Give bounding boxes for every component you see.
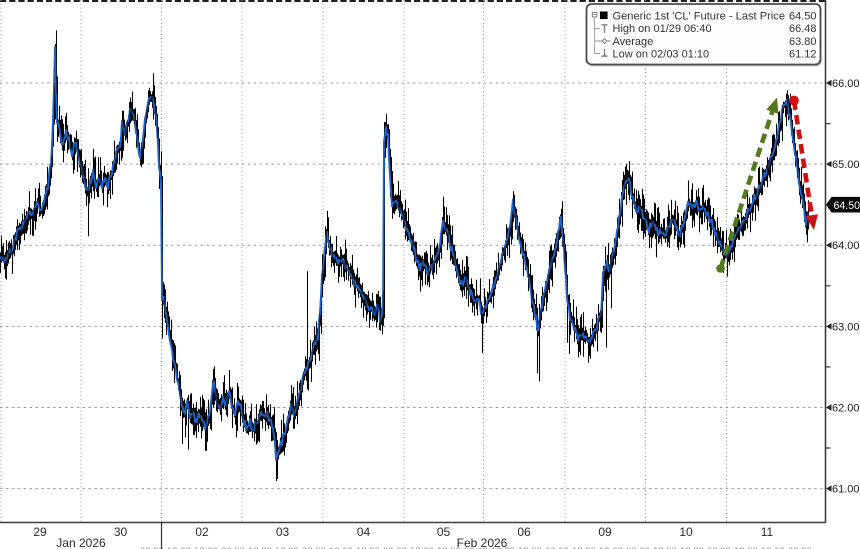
svg-text:18:00: 18:00	[680, 546, 704, 549]
svg-text:High on 01/29 06:40: High on 01/29 06:40	[613, 23, 712, 35]
svg-text:06:00: 06:00	[626, 546, 650, 549]
svg-text:Average: Average	[613, 36, 654, 48]
svg-text:61.00: 61.00	[832, 484, 860, 496]
svg-text:12:00: 12:00	[491, 546, 515, 549]
svg-text:63.00: 63.00	[832, 321, 860, 333]
svg-text:05: 05	[437, 525, 451, 539]
svg-text:Feb 2026: Feb 2026	[457, 536, 508, 549]
svg-text:12:00: 12:00	[653, 546, 677, 549]
svg-text:12:00: 12:00	[734, 546, 758, 549]
svg-text:18:00: 18:00	[356, 546, 380, 549]
svg-text:06:00: 06:00	[221, 546, 245, 549]
svg-text:12:00: 12:00	[329, 546, 353, 549]
svg-text:02: 02	[195, 525, 209, 539]
svg-text:29: 29	[33, 525, 47, 539]
svg-text:06:00: 06:00	[545, 546, 569, 549]
svg-text:11: 11	[761, 525, 774, 539]
svg-text:12:00: 12:00	[167, 546, 191, 549]
svg-text:62.00: 62.00	[832, 403, 860, 415]
svg-text:06:00: 06:00	[383, 546, 407, 549]
svg-text:66.48: 66.48	[789, 23, 817, 35]
svg-text:18:00: 18:00	[518, 546, 542, 549]
svg-text:30: 30	[114, 525, 128, 539]
svg-text:18:00: 18:00	[194, 546, 218, 549]
svg-text:09: 09	[598, 525, 612, 539]
svg-text:12:00: 12:00	[572, 546, 596, 549]
svg-text:Low on 02/03 01:10: Low on 02/03 01:10	[613, 49, 710, 61]
svg-text:12:00: 12:00	[410, 546, 434, 549]
svg-text:66.00: 66.00	[832, 78, 860, 90]
svg-text:64.00: 64.00	[832, 240, 860, 252]
svg-text:12:00: 12:00	[248, 546, 272, 549]
svg-text:18:00: 18:00	[437, 546, 461, 549]
svg-text:06: 06	[517, 525, 531, 539]
svg-text:03: 03	[276, 525, 290, 539]
svg-text:61.12: 61.12	[789, 49, 817, 61]
svg-text:64.50: 64.50	[789, 10, 817, 22]
svg-text:18:00: 18:00	[761, 546, 785, 549]
svg-text:64.50: 64.50	[834, 200, 860, 212]
svg-text:04: 04	[357, 525, 371, 539]
svg-text:06:00: 06:00	[302, 546, 326, 549]
svg-text:10: 10	[679, 525, 693, 539]
svg-text:06:00: 06:00	[464, 546, 488, 549]
svg-text:18:00: 18:00	[599, 546, 623, 549]
svg-text:06:00: 06:00	[140, 546, 164, 549]
svg-text:18:00: 18:00	[275, 546, 299, 549]
svg-text:Generic 1st 'CL' Future - Last: Generic 1st 'CL' Future - Last Price	[613, 10, 786, 22]
svg-text:63.80: 63.80	[789, 36, 817, 48]
svg-text:Jan 2026: Jan 2026	[56, 536, 106, 549]
svg-text:06:00: 06:00	[788, 546, 812, 549]
svg-text:06:00: 06:00	[707, 546, 731, 549]
svg-text:65.00: 65.00	[832, 159, 860, 171]
